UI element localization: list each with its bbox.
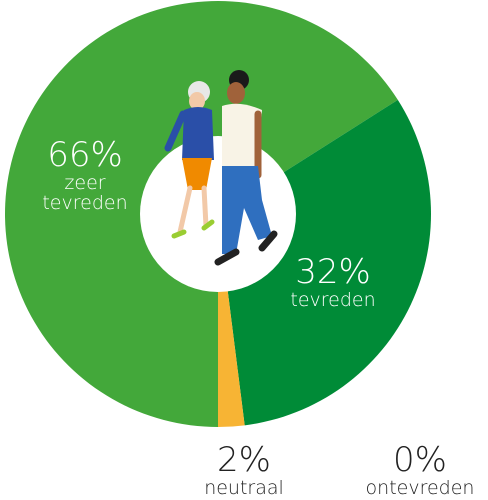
category-label: zeer tevreden	[40, 174, 130, 214]
category-label: ontevreden	[366, 479, 475, 499]
donut-hole	[140, 136, 296, 292]
category-label: neutraal	[204, 479, 284, 499]
page: 66%zeer tevreden 32%tevreden 2%neutraal 0%o…	[0, 0, 488, 500]
chart	[0, 0, 488, 500]
slice-label: 66%zeer tevreden	[40, 138, 130, 214]
slice-label: 0%ontevreden	[366, 443, 475, 499]
slice-label: 32%tevreden	[290, 255, 375, 311]
value-label: 32%	[290, 255, 375, 291]
category-label: tevreden	[290, 291, 375, 311]
value-label: 2%	[204, 443, 284, 479]
value-label: 0%	[366, 443, 475, 479]
value-label: 66%	[40, 138, 130, 174]
slice-label: 2%neutraal	[204, 443, 284, 499]
